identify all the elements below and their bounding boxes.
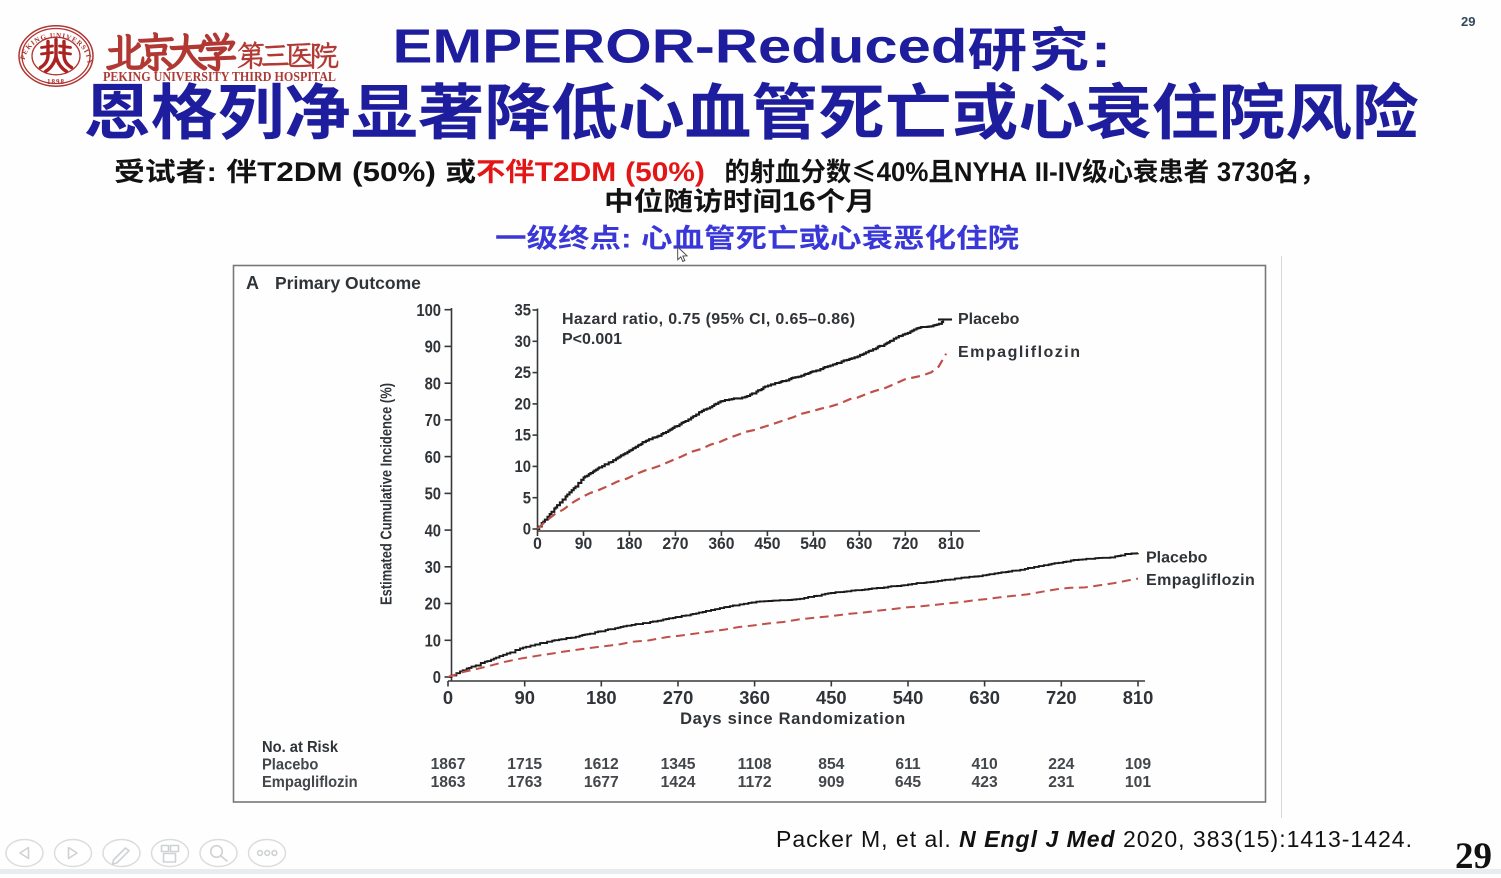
svg-text:No. at Risk: No. at Risk bbox=[262, 738, 338, 756]
svg-text:1863: 1863 bbox=[431, 774, 466, 791]
svg-text:645: 645 bbox=[895, 774, 921, 791]
svg-text:360: 360 bbox=[739, 688, 770, 708]
svg-text:10: 10 bbox=[514, 458, 531, 476]
svg-text:109: 109 bbox=[1125, 756, 1151, 773]
svg-text:540: 540 bbox=[800, 535, 826, 553]
svg-text:720: 720 bbox=[892, 535, 918, 553]
svg-text:60: 60 bbox=[425, 447, 441, 467]
svg-text:P<0.001: P<0.001 bbox=[562, 331, 622, 348]
svg-text:720: 720 bbox=[1046, 688, 1077, 708]
svg-text:540: 540 bbox=[893, 688, 924, 708]
svg-text:20: 20 bbox=[425, 594, 441, 614]
svg-text:360: 360 bbox=[708, 535, 734, 553]
svg-text:A: A bbox=[246, 273, 259, 293]
svg-text:1715: 1715 bbox=[507, 756, 542, 773]
svg-text:Estimated Cumulative Incidence: Estimated Cumulative Incidence (%) bbox=[379, 383, 396, 605]
svg-text:180: 180 bbox=[616, 535, 642, 553]
svg-text:270: 270 bbox=[662, 535, 688, 553]
svg-text:423: 423 bbox=[972, 774, 998, 791]
svg-text:1108: 1108 bbox=[738, 756, 772, 773]
svg-text:810: 810 bbox=[938, 535, 964, 553]
svg-text:630: 630 bbox=[969, 688, 1000, 708]
svg-text:1677: 1677 bbox=[584, 774, 619, 791]
svg-text:180: 180 bbox=[586, 688, 617, 708]
svg-text:90: 90 bbox=[514, 688, 534, 708]
svg-text:909: 909 bbox=[818, 774, 844, 791]
svg-text:450: 450 bbox=[754, 535, 780, 553]
svg-text:PEKING UNIVERSITY THIRD HOSPIT: PEKING UNIVERSITY THIRD HOSPITAL bbox=[103, 69, 336, 84]
svg-text:231: 231 bbox=[1048, 774, 1074, 791]
svg-text:1345: 1345 bbox=[661, 756, 696, 773]
svg-text:100: 100 bbox=[416, 301, 441, 321]
svg-text:1763: 1763 bbox=[507, 774, 542, 791]
svg-text:1612: 1612 bbox=[584, 756, 619, 773]
svg-text:Placebo: Placebo bbox=[1146, 550, 1208, 567]
svg-text:Placebo: Placebo bbox=[262, 756, 318, 774]
svg-text:Hazard ratio, 0.75 (95% CI, 0.: Hazard ratio, 0.75 (95% CI, 0.65–0.86) bbox=[562, 311, 855, 328]
svg-text:224: 224 bbox=[1048, 756, 1074, 773]
svg-text:80: 80 bbox=[425, 374, 441, 394]
svg-text:Empagliflozin: Empagliflozin bbox=[262, 773, 358, 791]
svg-text:270: 270 bbox=[663, 688, 694, 708]
svg-text:90: 90 bbox=[575, 535, 592, 553]
svg-text:25: 25 bbox=[514, 365, 531, 383]
svg-text:0: 0 bbox=[523, 521, 532, 539]
svg-text:611: 611 bbox=[895, 756, 920, 773]
svg-text:Primary Outcome: Primary Outcome bbox=[275, 273, 421, 293]
svg-text:410: 410 bbox=[972, 756, 998, 773]
svg-text:0: 0 bbox=[433, 668, 441, 688]
svg-text:30: 30 bbox=[514, 333, 531, 351]
svg-text:50: 50 bbox=[425, 484, 441, 504]
svg-text:101: 101 bbox=[1125, 774, 1151, 791]
svg-text:35: 35 bbox=[514, 302, 531, 320]
svg-text:0: 0 bbox=[533, 535, 542, 553]
svg-text:30: 30 bbox=[425, 558, 441, 578]
svg-text:450: 450 bbox=[816, 688, 847, 708]
svg-text:90: 90 bbox=[425, 337, 441, 357]
svg-text:630: 630 bbox=[846, 535, 872, 553]
svg-text:1172: 1172 bbox=[738, 774, 772, 791]
svg-text:810: 810 bbox=[1123, 688, 1154, 708]
svg-text:Empagliflozin: Empagliflozin bbox=[1146, 572, 1255, 589]
svg-text:1424: 1424 bbox=[661, 774, 696, 791]
svg-text:Placebo: Placebo bbox=[958, 311, 1020, 328]
svg-text:1867: 1867 bbox=[431, 756, 466, 773]
svg-text:Empagliflozin: Empagliflozin bbox=[958, 344, 1082, 361]
svg-text:854: 854 bbox=[818, 756, 844, 773]
svg-text:1898: 1898 bbox=[47, 78, 65, 86]
svg-text:40: 40 bbox=[425, 521, 441, 541]
svg-text:Days since Randomization: Days since Randomization bbox=[680, 710, 906, 728]
svg-text:20: 20 bbox=[514, 396, 531, 414]
svg-text:70: 70 bbox=[425, 411, 441, 431]
svg-text:10: 10 bbox=[425, 631, 441, 651]
svg-text:0: 0 bbox=[443, 688, 453, 708]
svg-text:15: 15 bbox=[514, 427, 531, 445]
svg-text:5: 5 bbox=[523, 490, 532, 508]
